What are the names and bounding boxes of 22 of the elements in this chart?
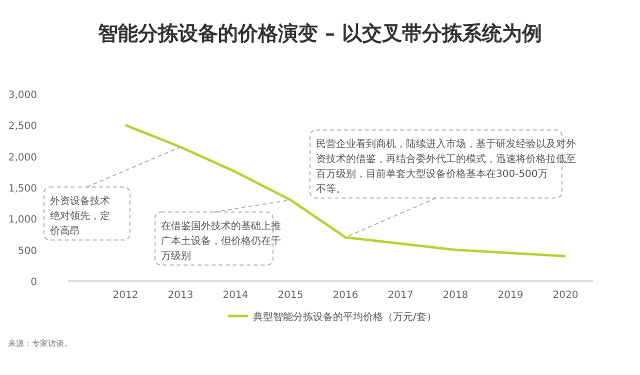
y-tick-label: 2,000 (8, 152, 37, 164)
y-tick-label: 2,500 (8, 121, 37, 132)
y-tick-label: 1,500 (8, 184, 37, 194)
y-tick-label: 1,000 (8, 214, 37, 226)
chart-title: 智能分拣设备的价格演变 – 以交叉带分拣系统为例 (97, 21, 542, 45)
y-tick-label: 3,000 (8, 90, 37, 101)
x-tick-label: 2020 (552, 290, 578, 301)
x-tick-label: 2014 (222, 290, 248, 301)
y-tick-label: 0 (30, 277, 37, 288)
y-tick-label: 500 (18, 246, 37, 257)
x-tick-label: 2016 (332, 290, 358, 301)
annotation: 外资设备技术绝对领先，定价高昂 (49, 195, 110, 237)
annotation: 在借鉴国外技术的基础上推广本土设备，但价格仍在千万级别 (161, 220, 281, 262)
legend-label: 典型智能分拣设备的平均价格（万元/套） (253, 311, 436, 323)
x-tick-label: 2018 (442, 290, 468, 301)
x-tick-label: 2017 (388, 290, 414, 301)
annotation: 民营企业看到商机，陆续进入市场，基于研发经验以及对外资技术的借鉴，再结合委外代工的模式，迅速将价格拉低至百万级别，目前单套大型设备价格基本在300-500万不等。 (316, 138, 576, 195)
x-tick-label: 2013 (168, 290, 194, 301)
x-tick-label: 2019 (498, 290, 524, 301)
source-note: 来源：专家访谈。 (8, 339, 72, 348)
x-tick-label: 2015 (278, 290, 304, 301)
x-tick-label: 2012 (112, 290, 138, 301)
